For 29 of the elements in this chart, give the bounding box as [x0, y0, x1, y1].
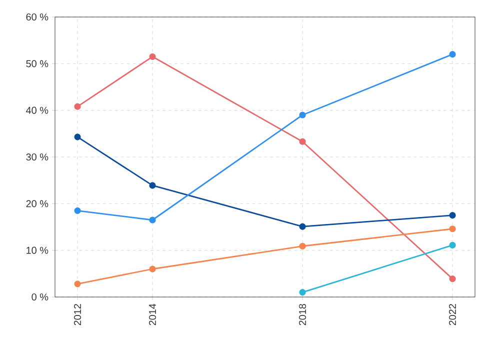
point	[449, 276, 456, 282]
point	[149, 53, 156, 60]
point	[449, 226, 456, 232]
y-tick-label: 50 %	[26, 60, 48, 68]
x-tick-label: 2014	[148, 304, 156, 326]
x-tick-label: 2018	[298, 304, 306, 326]
y-tick-label: 20 %	[26, 200, 48, 208]
point	[449, 51, 456, 58]
y-tick-label: 0 %	[32, 293, 48, 301]
point	[74, 207, 81, 214]
y-tick-label: 10 %	[26, 246, 48, 254]
y-tick-label: 40 %	[26, 106, 48, 114]
x-tick-label: 2022	[448, 304, 456, 326]
point	[74, 280, 81, 288]
point	[299, 223, 306, 230]
point	[449, 212, 456, 219]
point	[149, 182, 156, 189]
point	[299, 138, 306, 145]
point	[74, 134, 81, 140]
y-tick-label: 30 %	[26, 153, 48, 161]
x-tick-label: 2012	[74, 304, 82, 326]
point	[299, 112, 306, 118]
point	[449, 242, 456, 248]
point	[149, 266, 156, 272]
point	[149, 216, 156, 224]
y-tick-label: 60 %	[26, 13, 48, 21]
point	[299, 289, 306, 296]
point	[299, 242, 306, 250]
point	[74, 103, 81, 110]
